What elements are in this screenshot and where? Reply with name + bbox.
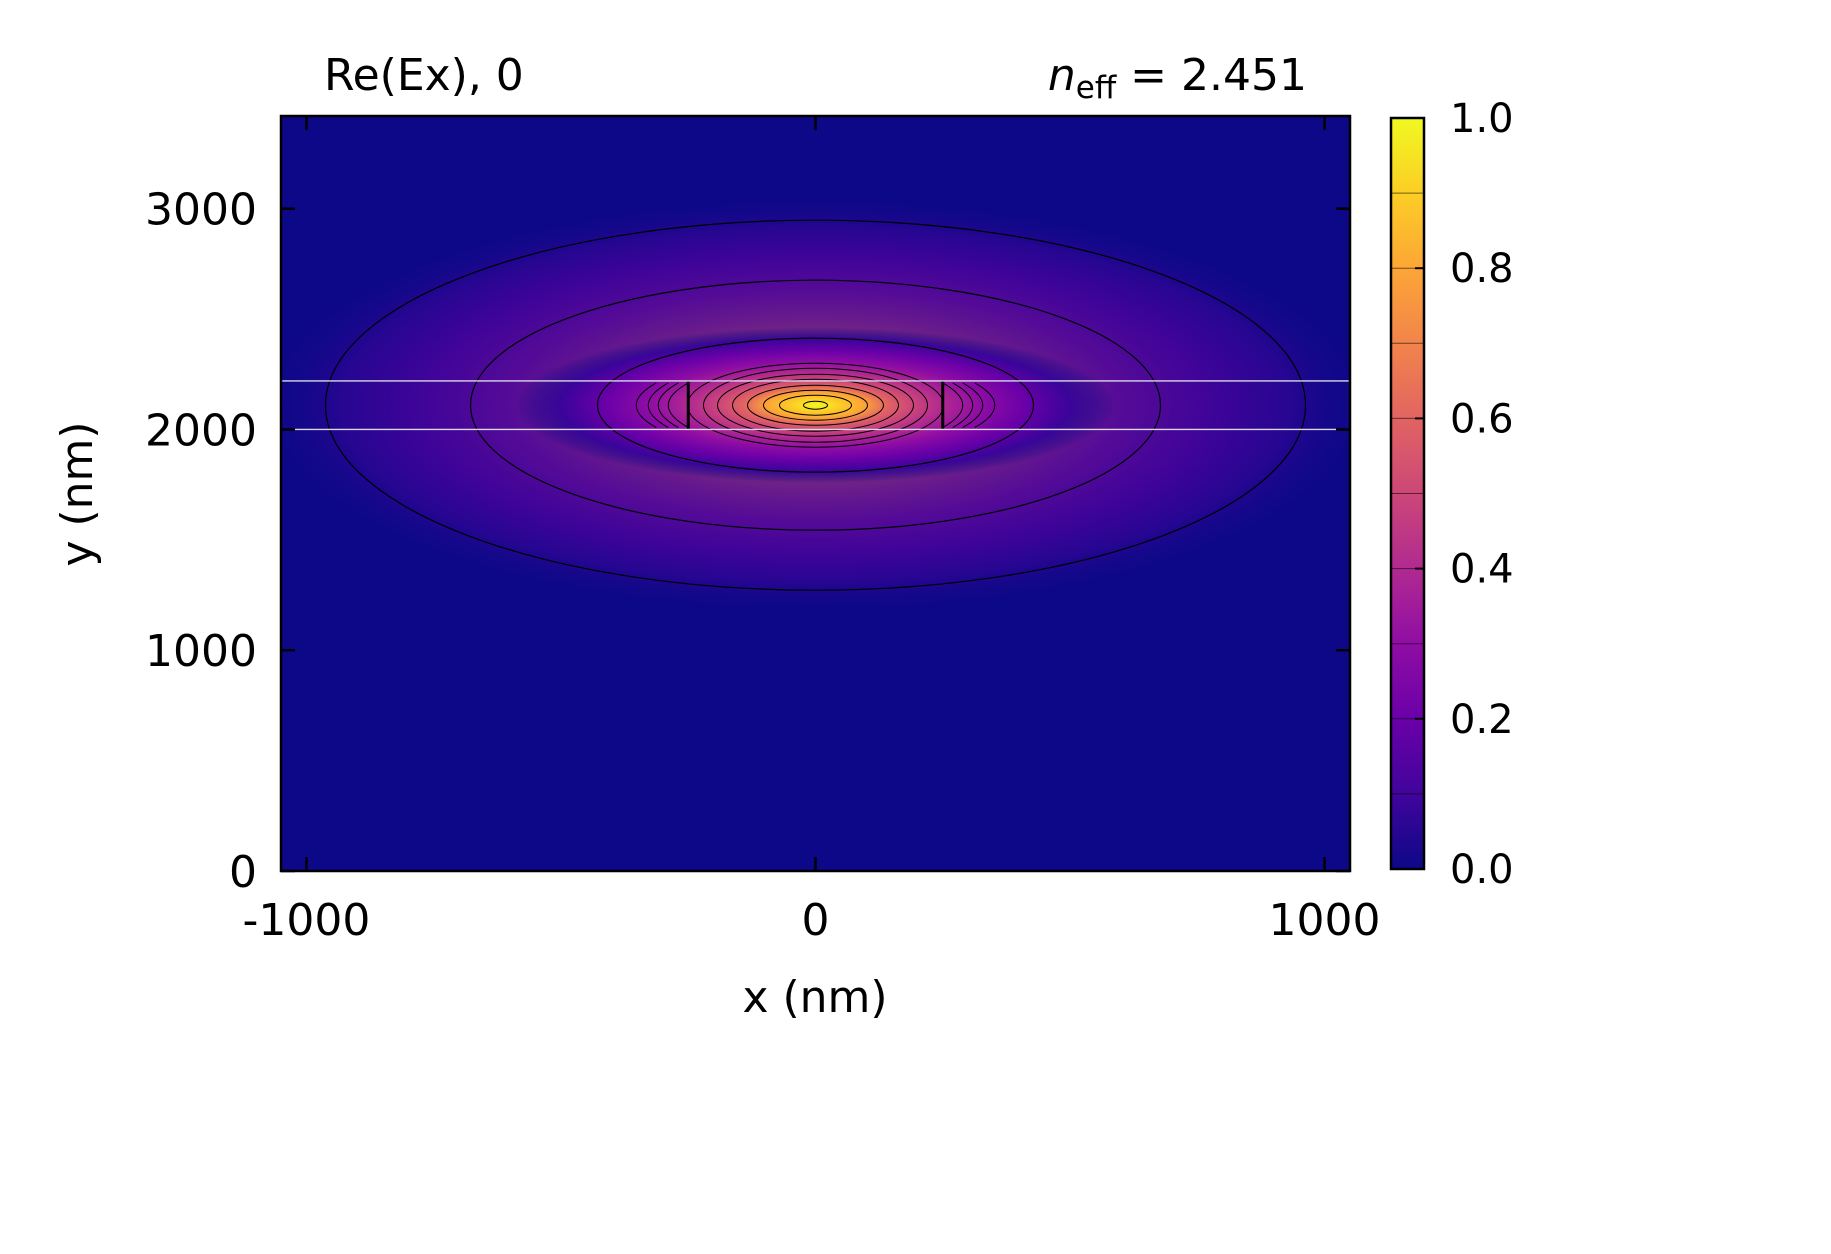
y-tick-label: 1000 [145,626,257,677]
contour-line [469,279,1162,531]
colorbar-tick-label: 0.0 [1450,847,1514,893]
contour-line [747,384,884,426]
y-axis-label: y (nm) [52,421,103,566]
contour-line [596,337,1035,473]
neff-value: = 2.451 [1116,50,1307,101]
colorbar-tick-label: 0.2 [1450,697,1514,743]
x-tick-label: 0 [802,895,830,946]
x-tick-label: 1000 [1269,895,1381,946]
contour-line [717,373,914,437]
contour-line [647,382,669,428]
contour-lines [324,219,1307,591]
colorbar-tick-label: 0.6 [1450,396,1514,442]
colorbar-tick-label: 0.4 [1450,547,1514,593]
contour-line [942,382,964,428]
colorbar-ticks: 0.0 0.2 0.4 0.6 0.8 1.0 [1391,96,1514,893]
contour-line [324,219,1307,591]
contour-line [952,382,974,428]
contour-line [974,382,996,428]
contour-line [732,378,899,432]
field-core [515,327,1116,484]
contour-line [763,389,868,421]
colorbar-tick-label: 1.0 [1450,96,1514,142]
chart-title-left: Re(Ex), 0 [324,50,524,101]
contour-line [635,382,657,428]
contour-line [703,367,928,443]
y-tick-label: 2000 [145,405,257,456]
contour-line [962,382,984,428]
contour-line [803,400,828,410]
waveguide-core-outline [281,380,1350,431]
y-tick-label: 0 [229,847,257,898]
y-tick-label: 3000 [145,185,257,236]
chart-title-right: neff = 2.451 [1048,50,1307,106]
contour-line [657,382,679,428]
x-axis-label: x (nm) [742,972,887,1023]
x-tick-label: -1000 [243,895,371,946]
neff-symbol: n [1048,50,1076,101]
field-intensity [281,195,1350,616]
colorbar-tick-label: 0.8 [1450,246,1514,292]
contour-line [667,382,689,428]
neff-subscript: eff [1076,70,1117,106]
contour-line [779,394,852,416]
